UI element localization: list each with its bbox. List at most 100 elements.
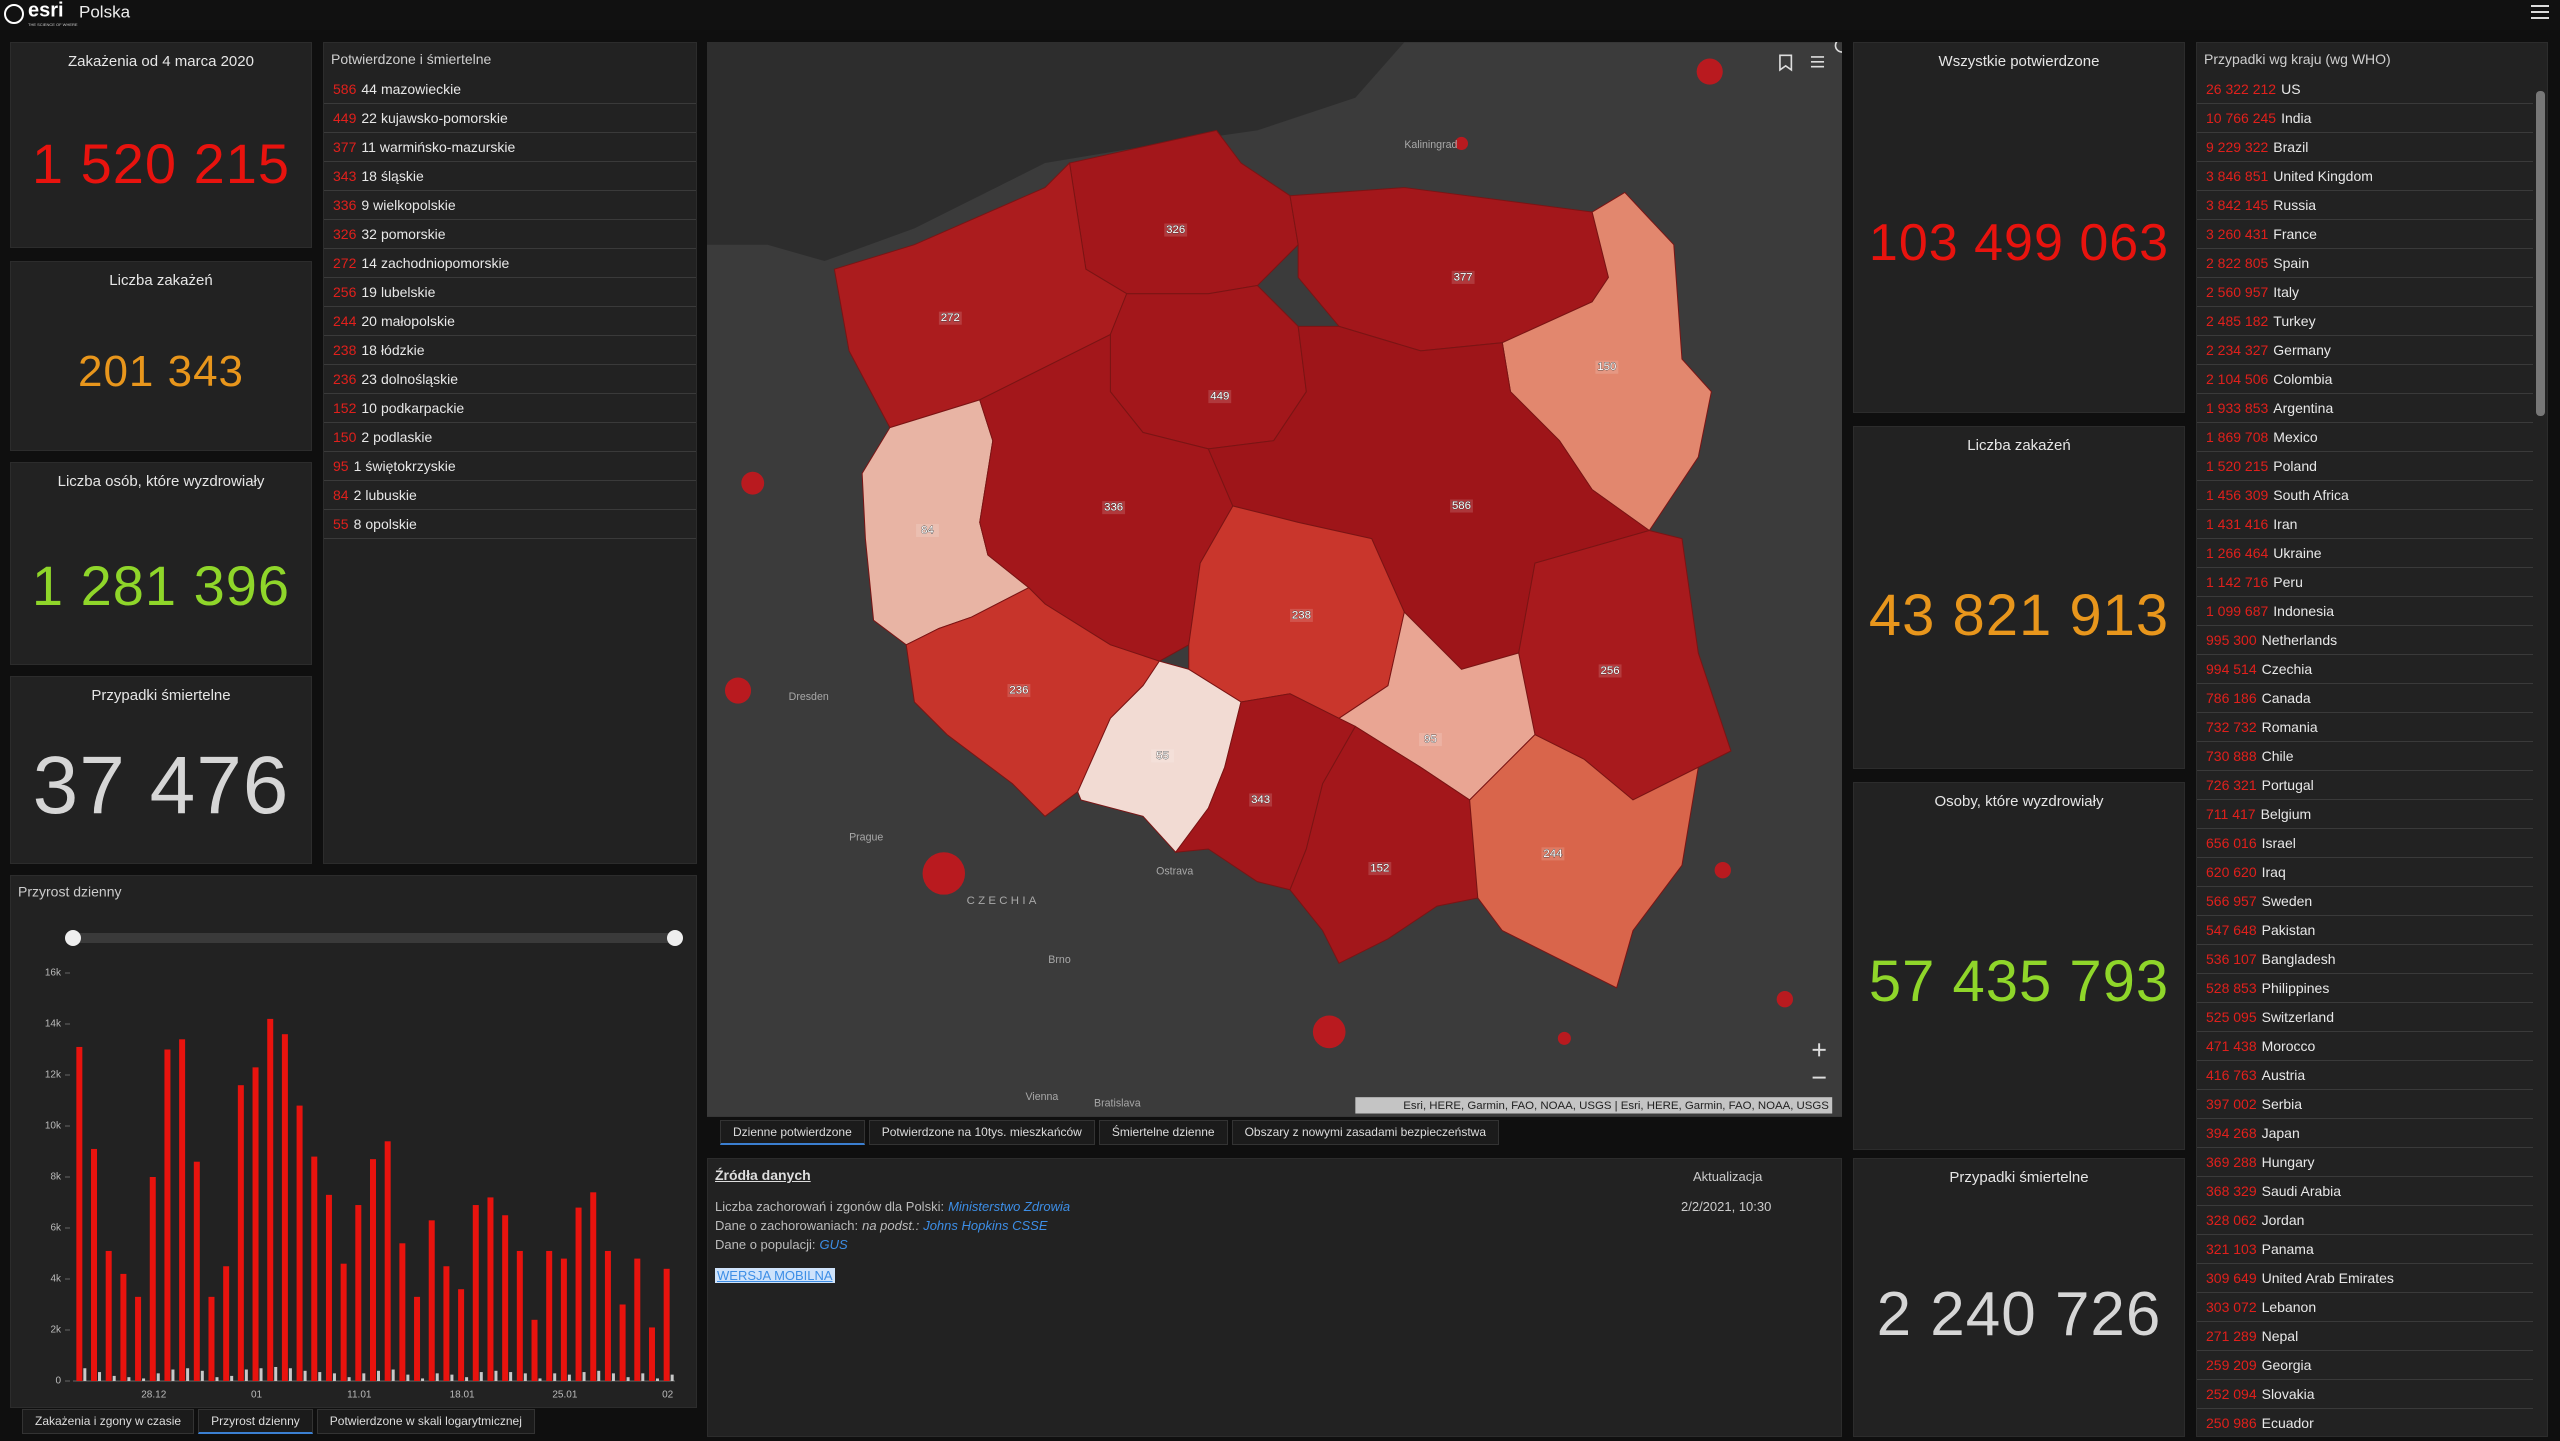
mobile-link[interactable]: WERSJA MOBILNA [715,1268,835,1283]
bar [450,1374,454,1381]
region-name: zachodniopomorskie [380,255,510,271]
bar [259,1368,263,1381]
region-label-bg [938,311,962,325]
bar [509,1372,513,1381]
case-count: 994 514 [2206,661,2257,677]
chart-panel: Przyrost dzienny 0 2k 4k 6k 8k 10k 12k 14k 16k 28… [10,875,697,1408]
bar [458,1289,465,1381]
source-link[interactable]: Ministerstwo Zdrowia [948,1199,1071,1214]
source-link[interactable]: Johns Hopkins CSSE [923,1218,1048,1233]
tab[interactable]: Zakażenia i zgony w czasie [22,1409,195,1434]
bar [76,1046,83,1381]
list-row: 10 766 245 India [2197,104,2533,133]
bar [590,1192,597,1381]
case-count: 1 431 416 [2206,516,2269,532]
country-name: Belgium [2260,806,2312,822]
list-row: 236 23 dolnośląskie [324,365,696,394]
stat-title: Osoby, które wyzdrowiały [1934,793,2104,810]
source-link[interactable]: GUS [819,1237,848,1252]
stat-panel: Liczba zakażeń 201 343 [10,261,312,451]
bar [362,1373,366,1381]
list-row: 471 438 Morocco [2197,1032,2533,1061]
death-count: 20 [361,313,377,329]
confirmed-count: 150 [333,429,357,445]
case-count: 525 095 [2206,1009,2257,1025]
case-count: 397 002 [2206,1096,2257,1112]
region-name: małopolskie [380,313,455,329]
list-row: 252 094 Slovakia [2197,1380,2533,1409]
bookmark-tools[interactable] [1779,42,1842,72]
source-label: Dane o populacji: [715,1237,816,1252]
case-count: 620 620 [2206,864,2257,880]
bar [303,1370,307,1381]
case-count: 536 107 [2206,951,2257,967]
list-row: 2 822 805 Spain [2197,249,2533,278]
region[interactable] [1289,725,1479,964]
confirmed-count: 244 [333,313,357,329]
bar [494,1370,498,1381]
region-label-bg [1151,749,1175,763]
tab[interactable]: Obszary z nowymi zasadami bezpieczeństwa [1231,1120,1500,1145]
list-row: 656 016 Israel [2197,829,2533,858]
bar [200,1370,204,1381]
list-row: 256 19 lubelskie [324,278,696,307]
map-attribution: Esri, HERE, Garmin, FAO, NOAA, USGS | Es… [1403,1100,1829,1112]
tab[interactable]: Śmiertelne dzienne [1098,1120,1228,1145]
bar [391,1369,395,1381]
list-row: 244 20 małopolskie [324,307,696,336]
region[interactable] [1469,734,1699,989]
list-row: 2 104 506 Colombia [2197,365,2533,394]
zoom-controls[interactable] [1812,1043,1826,1079]
country-name: Hungary [2261,1154,2315,1170]
case-count: 2 560 957 [2206,284,2269,300]
confirmed-count: 55 [333,516,349,532]
list-row: 726 321 Portugal [2197,771,2533,800]
bar [663,1268,670,1381]
bar [149,1177,156,1381]
menu-button[interactable] [2531,5,2549,19]
list-row: 3 842 145 Russia [2197,191,2533,220]
list-row: 150 2 podlaskie [324,423,696,452]
bar [186,1368,190,1381]
list-row: 321 103 Panama [2197,1235,2533,1264]
tab[interactable]: Dzienne potwierdzone [720,1120,865,1145]
place-label: Ostrava [1156,866,1193,878]
region-label: 152 [1370,863,1389,875]
range-slider[interactable] [73,933,675,943]
source-label: Dane o zachorowaniach: [715,1218,859,1233]
region-label-bg [1595,360,1619,374]
case-count: 368 329 [2206,1183,2257,1199]
country-name: Bangladesh [2261,951,2336,967]
region[interactable] [1109,285,1307,450]
scrollbar[interactable] [2536,91,2545,416]
list-row: 369 288 Hungary [2197,1148,2533,1177]
bar [288,1368,292,1381]
country-name: Czechia [2261,661,2313,677]
country-name: Pakistan [2261,922,2316,938]
country-name: Peru [2273,574,2303,590]
stat-title: Liczba zakażeń [1967,437,2071,454]
list-row: 525 095 Switzerland [2197,1003,2533,1032]
tab[interactable]: Potwierdzone na 10tys. mieszkańców [868,1120,1095,1145]
country-name: Ecuador [2261,1415,2314,1431]
stat-panel: Zakażenia od 4 marca 2020 1 520 215 [10,42,312,248]
list-row: 326 32 pomorskie [324,220,696,249]
slider-handle[interactable] [667,930,683,946]
tab[interactable]: Przyrost dzienny [198,1409,313,1434]
list-row: 26 322 212 US [2197,75,2533,104]
region-name: śląskie [380,168,424,184]
slider-handle[interactable] [65,930,81,946]
death-count: 19 [361,284,377,300]
region-label: 586 [1452,500,1471,512]
map[interactable]: 326 377 272 150 449 84 336 586 238 256 236 95 55 343 2… [707,42,1842,1117]
case-count: 726 321 [2206,777,2257,793]
country-name: Spain [2273,255,2310,271]
bar [406,1374,410,1381]
region-label-bg [1208,390,1232,404]
region-name: podkarpackie [380,400,465,416]
country-name: Sweden [2261,893,2313,909]
tab[interactable]: Potwierdzone w skali logarytmicznej [316,1409,535,1434]
case-count: 730 888 [2206,748,2257,764]
case-count: 732 732 [2206,719,2257,735]
